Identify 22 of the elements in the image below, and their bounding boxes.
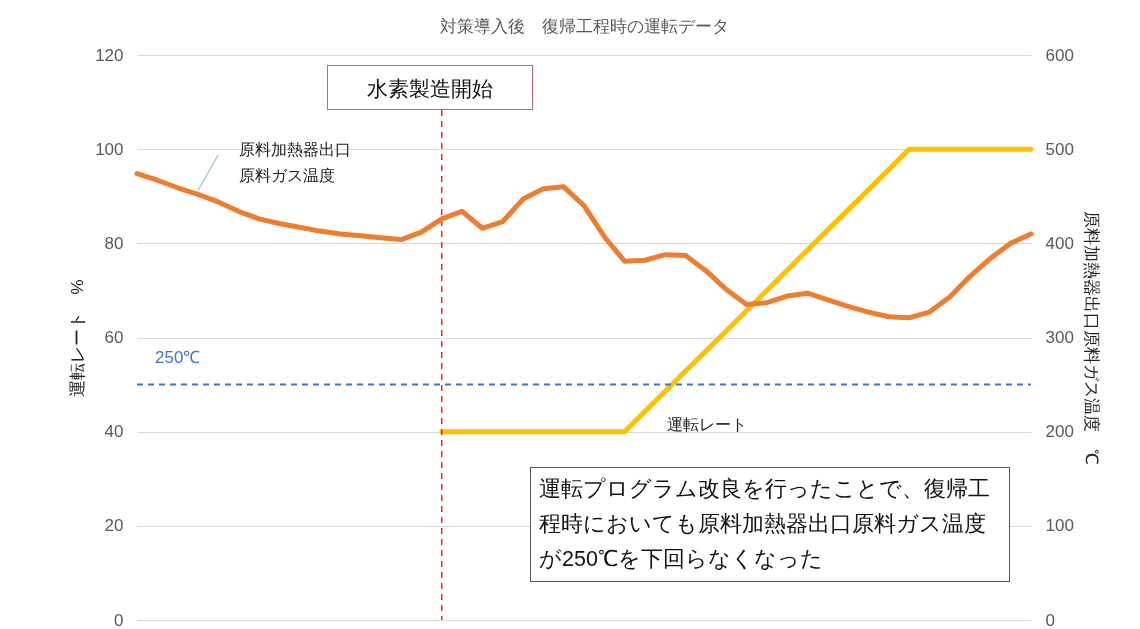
y-tick-label: 60	[104, 328, 124, 347]
label-frame: 水素製造開始	[326, 65, 533, 110]
y2-axis-title: 原料加熱器出口原料ガス温度 ℃	[1081, 211, 1101, 465]
y2-tick-label: 100	[1045, 516, 1074, 536]
y2-tick-label: 0	[1045, 610, 1055, 629]
series-label: 原料加熱器出口原料ガス温度	[238, 141, 351, 185]
y2-tick-label: 400	[1045, 233, 1074, 253]
series-label: 運転レート	[667, 415, 748, 433]
ref-line-label: 250℃	[155, 347, 201, 367]
y-axis-title: 運転レート %	[68, 279, 88, 397]
y2-tick-label: 200	[1045, 422, 1074, 442]
y-tick-label: 80	[104, 233, 124, 253]
y-tick-label: 40	[104, 422, 124, 442]
y-tick-label: 0	[114, 610, 124, 629]
y2-tick-label: 500	[1045, 139, 1074, 159]
y-tick-label: 20	[104, 516, 124, 536]
y-tick-label: 100	[95, 139, 124, 159]
y2-tick-label: 600	[1045, 45, 1074, 65]
annotation: 運転プログラム改良を行ったことで、復帰工程時においても原料加熱器出口原料ガス温度が250℃を下回らなくなった	[530, 467, 1010, 582]
y2-tick-label: 300	[1045, 328, 1074, 347]
chart-title: 対策導入後 復帰工程時の運転データ	[439, 17, 729, 36]
y-tick-label: 120	[95, 45, 124, 65]
